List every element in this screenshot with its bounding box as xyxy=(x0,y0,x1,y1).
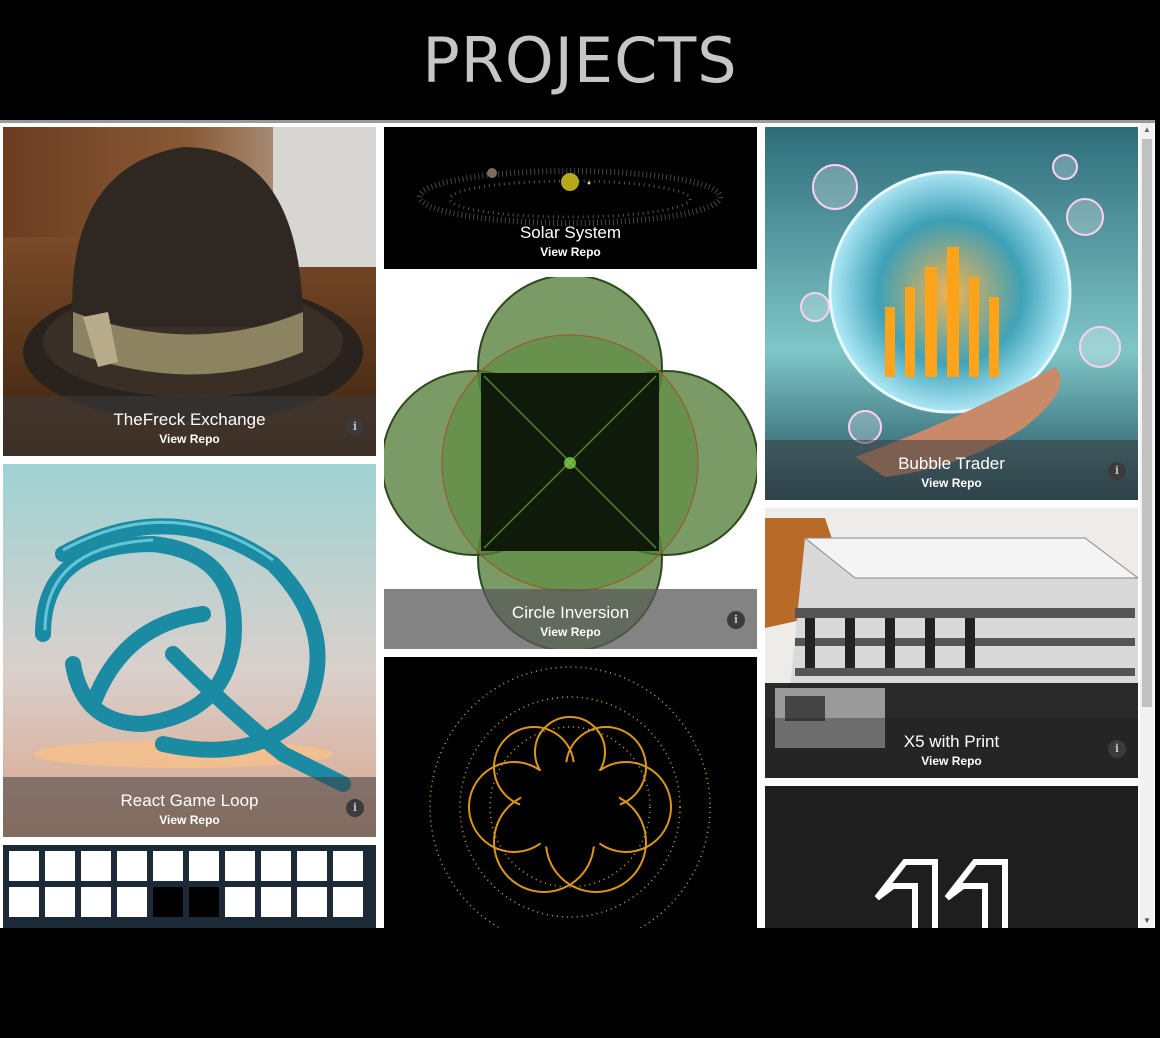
project-title: React Game Loop xyxy=(120,791,259,810)
info-icon[interactable]: i xyxy=(1108,462,1126,480)
view-repo-link[interactable]: View Repo xyxy=(921,476,982,490)
project-card-eleventy[interactable] xyxy=(765,786,1138,931)
project-title: Solar System xyxy=(519,223,622,242)
info-icon[interactable]: i xyxy=(346,799,364,817)
view-repo-link[interactable]: View Repo xyxy=(921,754,982,768)
solar-system-image xyxy=(384,127,757,269)
project-title: Bubble Trader xyxy=(898,454,1005,473)
eleventy-logo-image xyxy=(765,786,1138,931)
project-card-x5-with-print[interactable]: X5 with Print View Repo i xyxy=(765,508,1138,778)
project-card-react-game-loop[interactable]: React Game Loop View Repo i xyxy=(3,464,376,837)
crossword-grid-image xyxy=(3,845,376,931)
factory-machine-image xyxy=(765,508,1138,778)
header: PROJECTS xyxy=(0,0,1160,120)
scroll-up-arrow-icon[interactable]: ▲ xyxy=(1143,125,1151,134)
circle-inversion-image xyxy=(384,277,757,649)
card-caption: Solar System View Repo xyxy=(384,209,757,269)
view-repo-link[interactable]: View Repo xyxy=(540,625,601,639)
info-icon[interactable]: i xyxy=(727,611,745,629)
project-title: X5 with Print xyxy=(903,732,1000,751)
project-title: Circle Inversion xyxy=(511,603,630,622)
footer-area xyxy=(0,928,1160,1038)
bowler-hat-image xyxy=(3,127,376,456)
project-gallery: TheFreck Exchange View Repo i xyxy=(0,120,1155,931)
project-card-thefreck-exchange[interactable]: TheFreck Exchange View Repo i xyxy=(3,127,376,456)
info-icon[interactable]: i xyxy=(1108,740,1126,758)
card-caption: TheFreck Exchange View Repo i xyxy=(3,396,376,456)
card-caption: X5 with Print View Repo i xyxy=(765,718,1138,778)
scrollbar-thumb[interactable] xyxy=(1142,139,1152,707)
gallery-scrollbar[interactable]: ▲ ▼ xyxy=(1140,123,1154,928)
view-repo-link[interactable]: View Repo xyxy=(159,813,220,827)
project-card-solar-system[interactable]: Solar System View Repo xyxy=(384,127,757,269)
bubble-trader-image xyxy=(765,127,1138,500)
card-caption: Circle Inversion View Repo i xyxy=(384,589,757,649)
project-card-golden-spirograph[interactable] xyxy=(384,657,757,931)
card-caption: Bubble Trader View Repo i xyxy=(765,440,1138,500)
card-caption: React Game Loop View Repo i xyxy=(3,777,376,837)
project-card-circle-inversion[interactable]: Circle Inversion View Repo i xyxy=(384,277,757,649)
view-repo-link[interactable]: View Repo xyxy=(540,245,601,259)
project-card-crossword-grid[interactable] xyxy=(3,845,376,931)
golden-spirograph-image xyxy=(384,657,757,931)
spiral-ribbon-image xyxy=(3,464,376,837)
project-title: TheFreck Exchange xyxy=(113,410,266,429)
view-repo-link[interactable]: View Repo xyxy=(159,432,220,446)
scroll-down-arrow-icon[interactable]: ▼ xyxy=(1143,916,1151,925)
info-icon[interactable]: i xyxy=(346,418,364,436)
project-card-bubble-trader[interactable]: Bubble Trader View Repo i xyxy=(765,127,1138,500)
page-title: PROJECTS xyxy=(422,24,738,97)
